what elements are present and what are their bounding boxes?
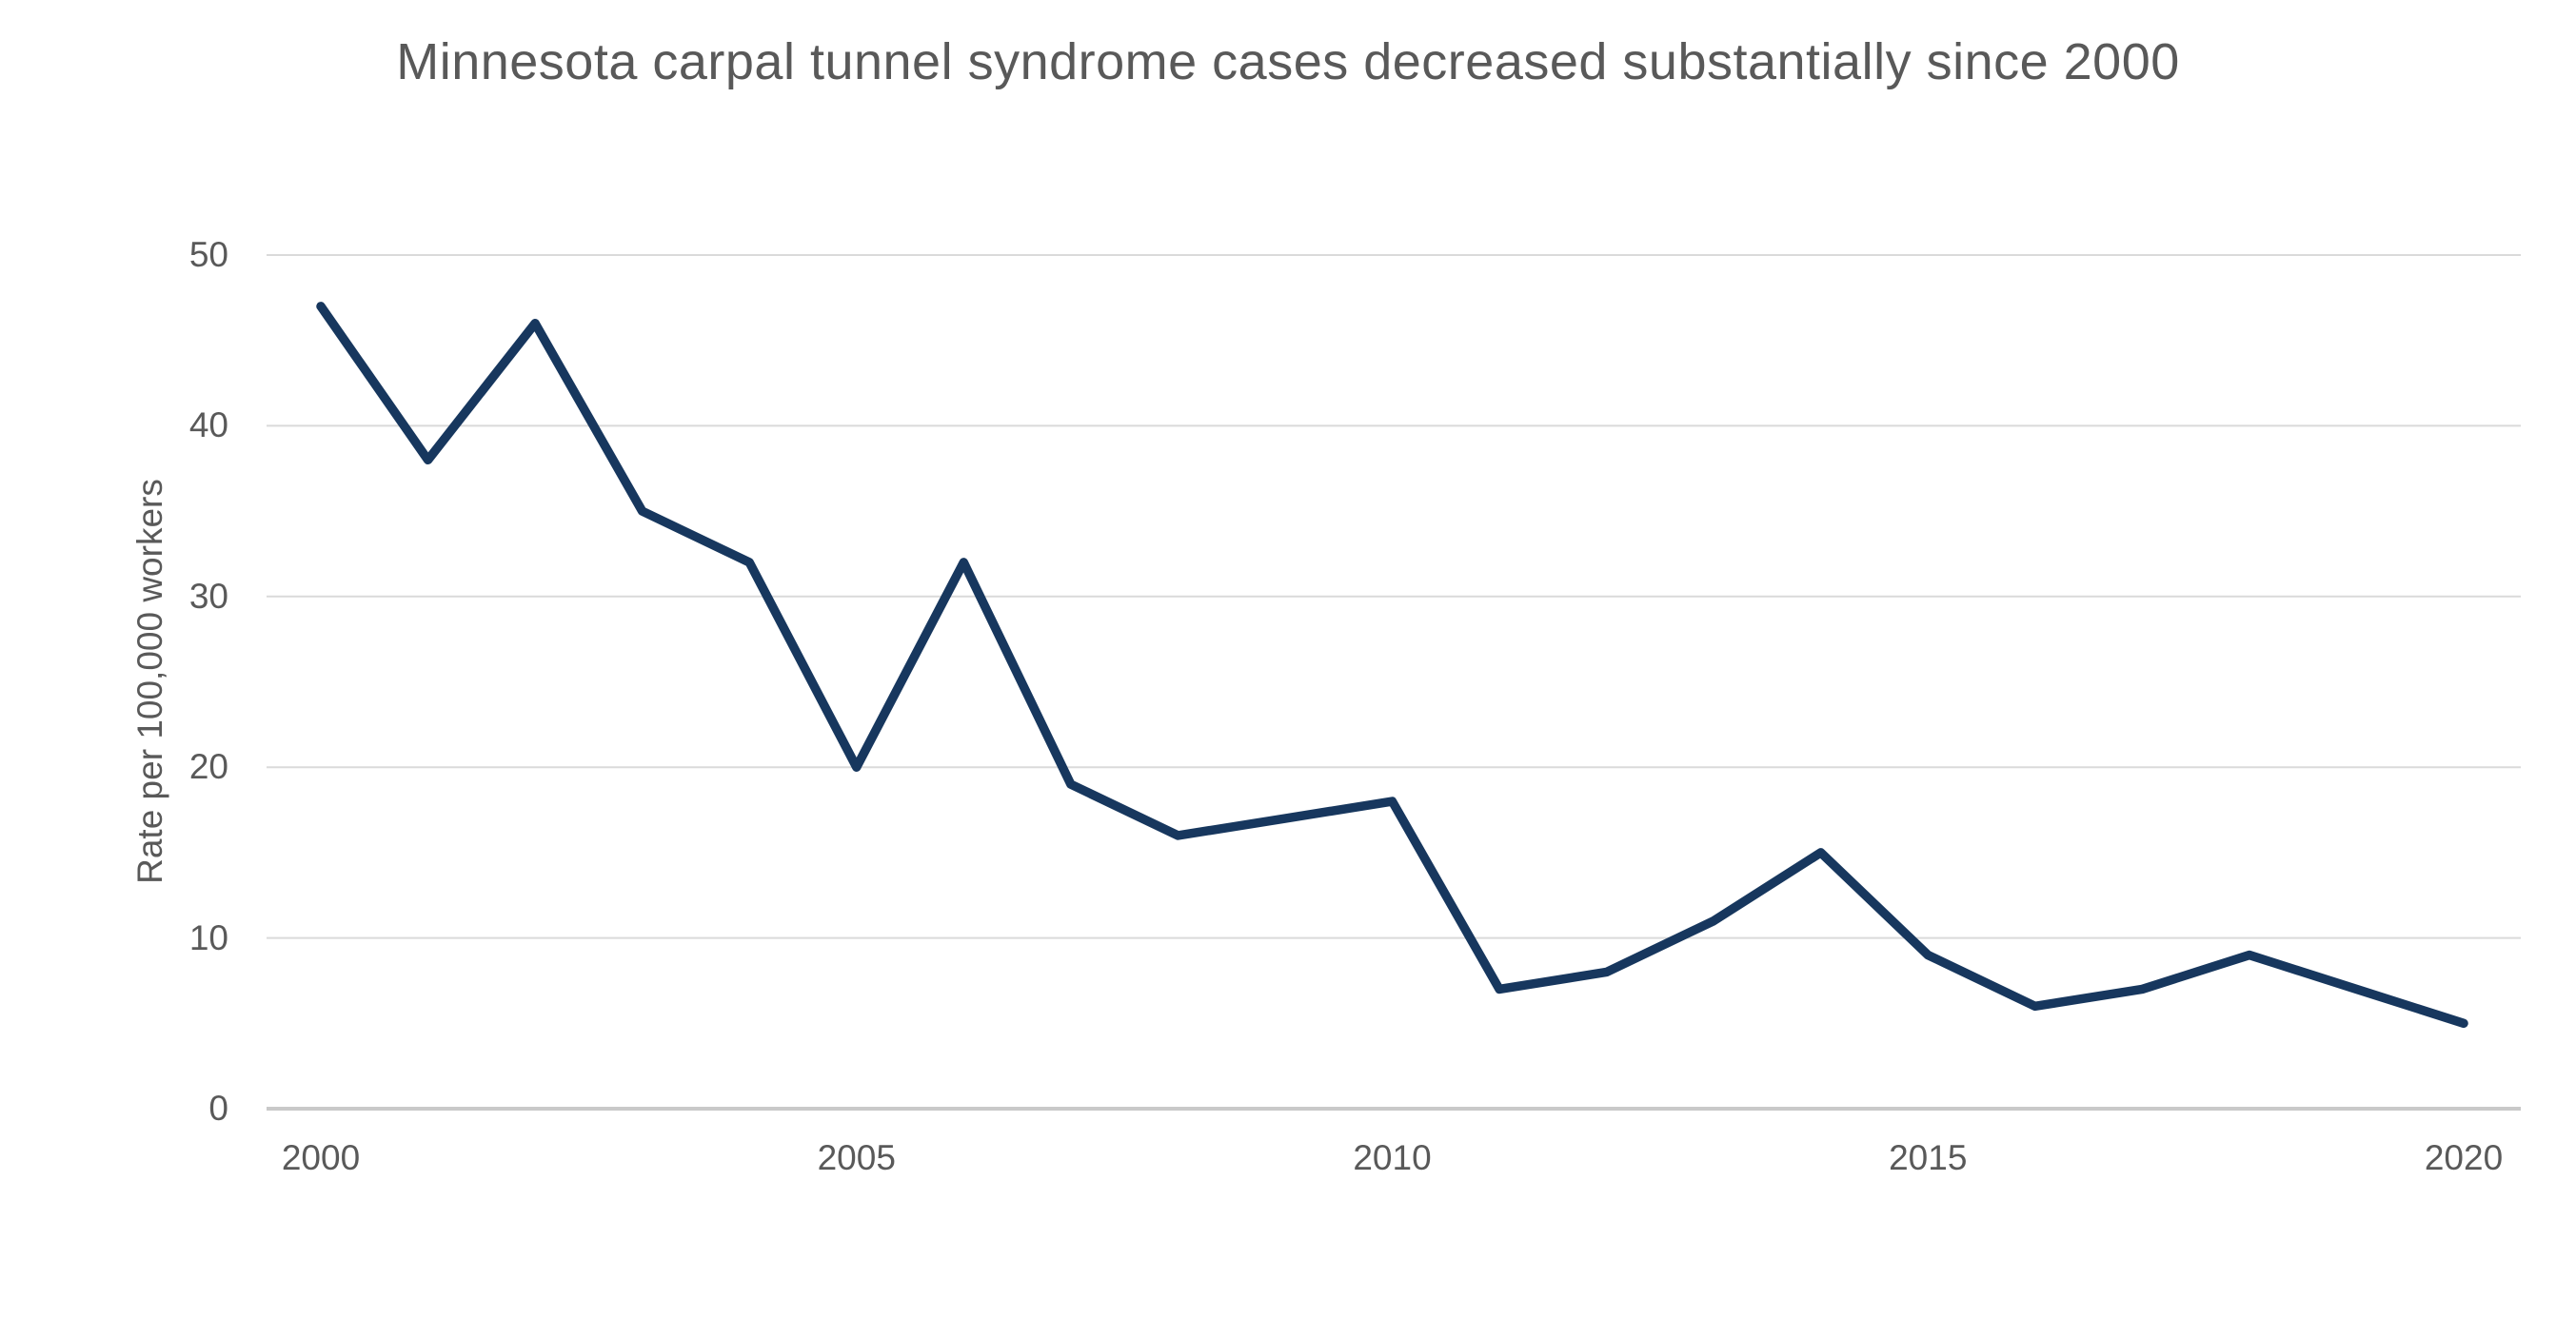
- x-tick-label: 2010: [1353, 1138, 1432, 1177]
- chart-title: Minnesota carpal tunnel syndrome cases d…: [396, 33, 2180, 90]
- x-tick-label: 2015: [1889, 1138, 1968, 1177]
- y-tick-label: 20: [188, 747, 228, 787]
- x-tick-label: 2005: [817, 1138, 896, 1177]
- y-tick-label: 30: [188, 576, 228, 616]
- y-tick-label: 40: [188, 405, 228, 445]
- x-tick-label: 2000: [281, 1138, 361, 1177]
- y-tick-label: 50: [188, 235, 228, 274]
- data-line-series: [316, 302, 2468, 1029]
- y-tick-label: 0: [208, 1089, 228, 1128]
- y-tick-label: 10: [188, 917, 228, 957]
- x-tick-label: 2020: [2424, 1138, 2504, 1177]
